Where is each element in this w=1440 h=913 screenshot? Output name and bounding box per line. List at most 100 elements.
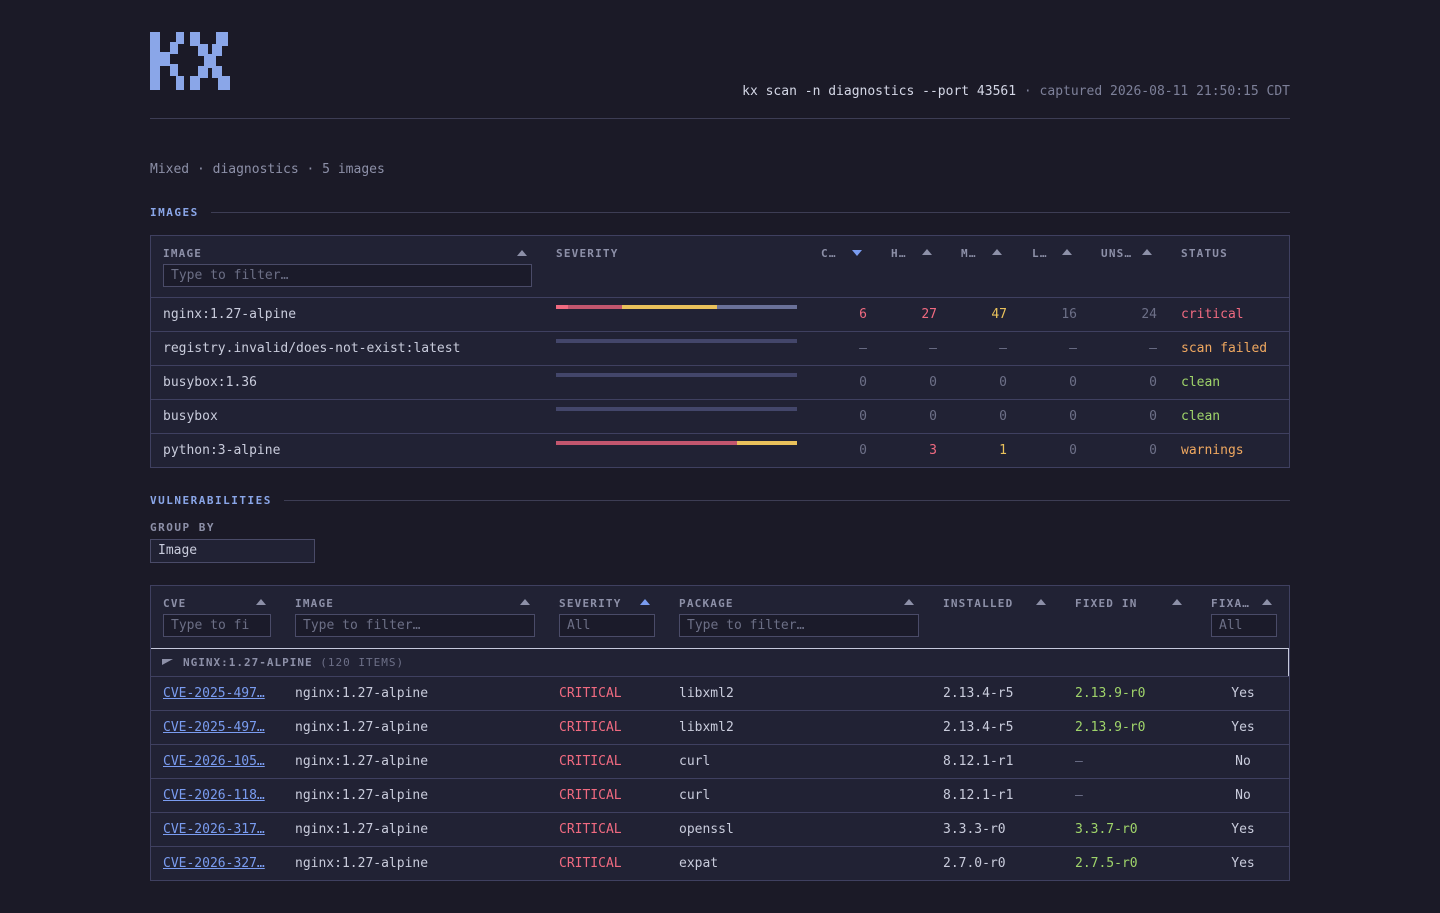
medium-count: 0	[999, 375, 1007, 390]
image-name: nginx:1.27-alpine	[163, 307, 297, 322]
status-label: warnings	[1181, 443, 1244, 458]
cve-link[interactable]: CVE-2025-497…	[163, 686, 265, 701]
header-divider	[150, 118, 1290, 119]
sort-package-icon[interactable]	[904, 599, 914, 605]
severity-bar	[556, 441, 797, 445]
cve-link[interactable]: CVE-2026-327…	[163, 856, 265, 871]
severity-bar-segment	[736, 441, 797, 445]
sort-fixable-icon[interactable]	[1262, 599, 1272, 605]
vulnerability-row[interactable]: CVE-2026-327… nginx:1.27-alpine CRITICAL ex…	[151, 846, 1289, 880]
sort-installed-icon[interactable]	[1036, 599, 1046, 605]
section-rule	[210, 212, 1290, 213]
low-count: 0	[1069, 443, 1077, 458]
image-name: busybox	[163, 409, 218, 424]
sort-low-icon[interactable]	[1062, 249, 1072, 255]
unspecified-count: 0	[1149, 443, 1157, 458]
severity-bar	[556, 373, 797, 377]
image-name: nginx:1.27-alpine	[295, 686, 429, 701]
low-count: –	[1069, 341, 1077, 356]
col-severity[interactable]: SEVERITY	[559, 597, 622, 610]
sort-high-icon[interactable]	[922, 249, 932, 255]
col-image[interactable]: IMAGE	[163, 247, 203, 260]
critical-count: –	[859, 341, 867, 356]
col-medium[interactable]: M…	[961, 247, 977, 260]
vulnerabilities-section-title: VULNERABILITIES	[150, 494, 1290, 507]
vulnerability-row[interactable]: CVE-2026-118… nginx:1.27-alpine CRITICAL cu…	[151, 778, 1289, 812]
high-count: 0	[929, 375, 937, 390]
col-unspecified[interactable]: UNS…	[1101, 247, 1133, 260]
critical-count: 6	[859, 307, 867, 322]
col-critical[interactable]: C…	[821, 247, 837, 260]
group-by-select[interactable]: Image	[150, 539, 315, 563]
cve-filter-input[interactable]: Type to fi	[163, 614, 271, 637]
col-installed[interactable]: INSTALLED	[943, 597, 1014, 610]
package-filter-input[interactable]: Type to filter…	[679, 614, 919, 637]
vulnerabilities-heading: VULNERABILITIES	[150, 494, 272, 507]
fixed-version: 2.13.9-r0	[1075, 686, 1146, 701]
col-fixable[interactable]: FIXA…	[1211, 597, 1251, 610]
sort-cve-icon[interactable]	[256, 599, 266, 605]
image-row[interactable]: python:3-alpine 0 3 1 0 0 warnings	[151, 433, 1289, 467]
severity-value: CRITICAL	[559, 686, 622, 701]
group-label: NGINX:1.27-ALPINE (120 ITEMS)	[183, 649, 404, 676]
image-name: nginx:1.27-alpine	[295, 822, 429, 837]
fixed-version: –	[1075, 788, 1083, 803]
fixable-value: No	[1235, 788, 1251, 803]
cve-link[interactable]: CVE-2026-317…	[163, 822, 265, 837]
col-image[interactable]: IMAGE	[295, 597, 335, 610]
sort-medium-icon[interactable]	[992, 249, 1002, 255]
unspecified-count: –	[1149, 341, 1157, 356]
collapse-caret-icon[interactable]	[162, 659, 173, 665]
package-name: libxml2	[679, 686, 734, 701]
vulnerability-row[interactable]: CVE-2025-497… nginx:1.27-alpine CRITICAL li…	[151, 676, 1289, 710]
col-high[interactable]: H…	[891, 247, 907, 260]
severity-bar-segment	[568, 305, 623, 309]
installed-version: 8.12.1-r1	[943, 754, 1014, 769]
col-cve[interactable]: CVE	[163, 597, 187, 610]
package-name: curl	[679, 788, 711, 803]
image-row[interactable]: nginx:1.27-alpine 6 27 47 16 24 critical	[151, 297, 1289, 331]
severity-bar-segment	[716, 305, 797, 309]
sort-image-icon[interactable]	[520, 599, 530, 605]
medium-count: 1	[999, 443, 1007, 458]
sort-severity-icon[interactable]	[640, 599, 650, 605]
vulnerability-row[interactable]: CVE-2026-317… nginx:1.27-alpine CRITICAL op…	[151, 812, 1289, 846]
sort-image-icon[interactable]	[517, 250, 527, 256]
col-low[interactable]: L…	[1032, 247, 1048, 260]
sort-critical-icon[interactable]	[852, 250, 862, 256]
severity-filter-select[interactable]: All	[559, 614, 655, 637]
package-name: expat	[679, 856, 719, 871]
image-row[interactable]: busybox:1.36 0 0 0 0 0 clean	[151, 365, 1289, 399]
status-label: clean	[1181, 375, 1221, 390]
status-label: scan failed	[1181, 341, 1268, 356]
low-count: 0	[1069, 409, 1077, 424]
image-name: nginx:1.27-alpine	[295, 856, 429, 871]
col-package[interactable]: PACKAGE	[679, 597, 734, 610]
vulnerability-row[interactable]: CVE-2026-105… nginx:1.27-alpine CRITICAL cu…	[151, 744, 1289, 778]
status-label: critical	[1181, 307, 1244, 322]
image-row[interactable]: busybox 0 0 0 0 0 clean	[151, 399, 1289, 433]
separator: ·	[1023, 84, 1032, 99]
cve-link[interactable]: CVE-2026-105…	[163, 754, 265, 769]
cve-link[interactable]: CVE-2025-497…	[163, 720, 265, 735]
group-header-row[interactable]: NGINX:1.27-ALPINE (120 ITEMS)	[151, 648, 1289, 677]
image-filter-input[interactable]: Type to filter…	[163, 264, 532, 287]
vulnerability-row[interactable]: CVE-2025-497… nginx:1.27-alpine CRITICAL li…	[151, 710, 1289, 744]
cve-link[interactable]: CVE-2026-118…	[163, 788, 265, 803]
severity-bar-segment	[556, 305, 569, 309]
images-table: IMAGE Type to filter… SEVERITY C… H… M… …	[150, 235, 1290, 468]
image-name: nginx:1.27-alpine	[295, 720, 429, 735]
medium-count: –	[999, 341, 1007, 356]
sort-unspecified-icon[interactable]	[1142, 249, 1152, 255]
col-fixed-in[interactable]: FIXED IN	[1075, 597, 1138, 610]
image-row[interactable]: registry.invalid/does-not-exist:latest – –…	[151, 331, 1289, 365]
severity-bar	[556, 305, 797, 309]
sort-fixed-in-icon[interactable]	[1172, 599, 1182, 605]
vuln-image-filter-input[interactable]: Type to filter…	[295, 614, 535, 637]
high-count: 27	[921, 307, 937, 322]
status-label: clean	[1181, 409, 1221, 424]
severity-value: CRITICAL	[559, 754, 622, 769]
fixable-filter-select[interactable]: All	[1211, 614, 1277, 637]
installed-version: 2.7.0-r0	[943, 856, 1006, 871]
package-name: libxml2	[679, 720, 734, 735]
